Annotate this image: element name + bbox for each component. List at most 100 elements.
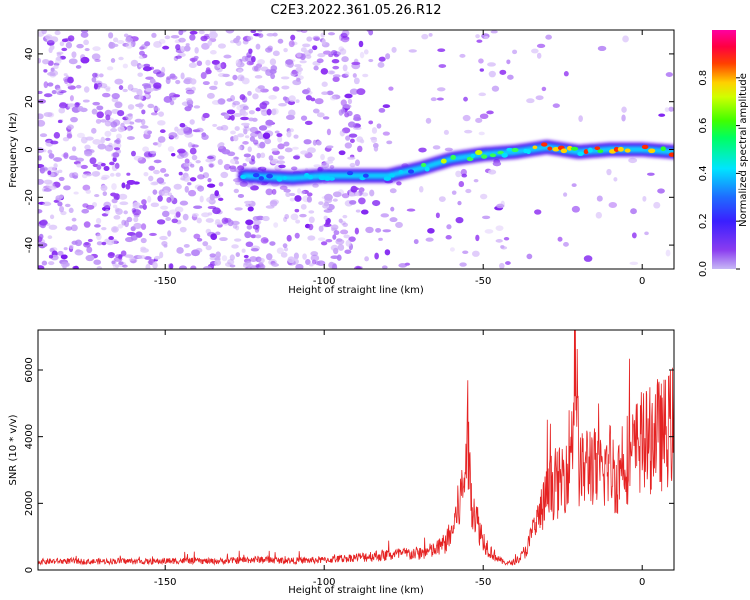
spectrogram-speckle xyxy=(120,250,127,257)
spectrogram-speckle xyxy=(282,243,288,249)
spectrogram-speckle xyxy=(347,98,353,105)
spectrogram-speckle xyxy=(109,172,115,177)
spectrogram-speckle xyxy=(179,265,187,269)
ridge-blob xyxy=(424,166,430,172)
spectrogram-speckle xyxy=(318,225,324,232)
spectrogram-speckle xyxy=(306,192,313,197)
spectrogram-speckle xyxy=(185,89,195,95)
spectrogram-speckle xyxy=(75,102,81,106)
spectrogram-speckle xyxy=(395,221,403,228)
spectrogram-speckle xyxy=(233,37,240,44)
spectrogram-speckle xyxy=(160,205,169,210)
spectrogram-speckle xyxy=(169,209,178,215)
spectrogram-speckle xyxy=(96,241,103,246)
spectrogram-speckle xyxy=(71,146,77,152)
spectrogram-speckle xyxy=(118,193,128,200)
spectrogram-speckle xyxy=(104,109,112,117)
spectrogram-speckle xyxy=(84,150,93,157)
ridge-blob xyxy=(282,176,288,180)
y-tick-label: 4000 xyxy=(24,424,35,449)
spectrogram-speckle xyxy=(164,35,171,40)
spectrogram-speckle xyxy=(137,254,146,260)
colorbar-ticks: 0.0 0.2 0.4 0.6 0.8 xyxy=(698,70,740,277)
ridge-blob xyxy=(276,176,283,182)
spectrogram-speckle xyxy=(446,224,452,230)
spectrogram-speckle xyxy=(48,261,55,266)
spectrogram-speckle xyxy=(117,126,125,133)
spectrogram-speckle xyxy=(305,54,312,59)
spectrogram-speckle xyxy=(629,261,639,266)
x-tick-label: -100 xyxy=(313,577,336,588)
spectrogram-speckle xyxy=(372,143,379,148)
spectrogram-speckle xyxy=(506,59,511,65)
spectrogram-speckle xyxy=(53,64,59,70)
spectrogram-speckle xyxy=(252,65,261,72)
spectrogram-speckle xyxy=(353,116,362,122)
spectrogram-speckle xyxy=(460,168,467,176)
spectrogram-speckle xyxy=(327,70,336,75)
ridge-blob xyxy=(624,148,631,153)
spectrogram-speckle xyxy=(123,210,128,215)
spectrogram-speckle xyxy=(187,182,192,186)
spectrogram-speckle xyxy=(167,192,173,196)
spectrogram-speckle xyxy=(246,182,254,188)
spectrogram-speckle xyxy=(647,172,655,176)
spectrogram-speckle xyxy=(57,169,63,174)
spectrogram-speckle xyxy=(341,73,349,78)
ridge-blob xyxy=(668,152,674,157)
spectrogram-speckle xyxy=(266,32,275,37)
spectrogram-speckle xyxy=(129,121,135,125)
spectrogram-speckle xyxy=(125,183,131,190)
spectrogram-speckle xyxy=(235,225,240,231)
snr-frame xyxy=(37,329,675,571)
spectrogram-speckle xyxy=(159,235,168,241)
spectrogram-speckle xyxy=(115,138,121,145)
spectrogram-speckle xyxy=(147,130,152,135)
spectrogram-speckle xyxy=(295,66,303,73)
snr-x-label: Height of straight line (km) xyxy=(288,585,424,596)
spectrogram-speckle xyxy=(175,55,182,59)
spectrogram-speckle xyxy=(289,197,295,202)
spectrogram-speckle xyxy=(557,236,563,242)
spectrogram-speckle xyxy=(187,103,194,109)
spectrogram-speckle xyxy=(149,150,157,154)
spectrogram-speckle xyxy=(277,143,285,150)
spectrogram-speckle xyxy=(191,249,200,257)
spectrogram-speckle xyxy=(368,30,374,36)
spectrogram-speckle xyxy=(116,133,122,140)
spectrogram-speckle xyxy=(210,233,218,241)
spectrogram-speckle xyxy=(57,119,63,124)
spectrogram-speckle xyxy=(216,126,224,131)
spectrogram-speckle xyxy=(111,260,116,265)
spectrogram-speckle xyxy=(64,78,69,85)
ridge-blob xyxy=(541,142,548,147)
spectrogram-speckle xyxy=(92,46,101,52)
spectrogram-speckle xyxy=(248,48,253,54)
spectrogram-speckle xyxy=(83,241,91,248)
spectrogram-speckle xyxy=(122,63,128,69)
spectrogram-speckle xyxy=(287,256,295,264)
spectrogram-speckle xyxy=(271,108,277,116)
spectrogram-speckle xyxy=(344,93,353,99)
spectrogram-speckle xyxy=(327,32,336,36)
spectrogram-speckle xyxy=(413,239,419,245)
spectrogram-speckle xyxy=(70,224,78,232)
spectrogram-speckle xyxy=(130,150,136,157)
spectrogram-speckle xyxy=(225,30,235,34)
spectrogram-speckle xyxy=(306,147,316,154)
spectrogram-speckle xyxy=(359,139,365,144)
spectrogram-speckle xyxy=(65,226,73,231)
spectrogram-speckle xyxy=(266,108,272,116)
spectrogram-speckle xyxy=(96,233,102,241)
spectrogram-speckle xyxy=(306,196,313,203)
spectrogram-speckle xyxy=(117,110,125,117)
spectrogram-speckle xyxy=(355,191,360,197)
spectrogram-speckle xyxy=(217,159,223,165)
spectrogram-speckle xyxy=(297,188,302,194)
spectrogram-speckle xyxy=(280,251,288,258)
spectrogram-speckle xyxy=(243,254,249,259)
spectrogram-speckle xyxy=(243,153,252,158)
spectrogram-speckle xyxy=(76,43,84,49)
spectrogram-speckle xyxy=(300,47,307,53)
